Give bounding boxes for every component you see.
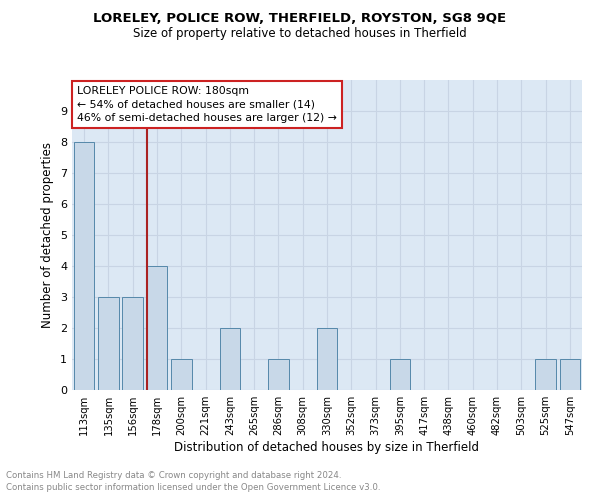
X-axis label: Distribution of detached houses by size in Therfield: Distribution of detached houses by size …	[175, 441, 479, 454]
Bar	[146, 266, 167, 390]
Bar	[122, 297, 143, 390]
Bar	[98, 297, 119, 390]
Bar	[220, 328, 240, 390]
Y-axis label: Number of detached properties: Number of detached properties	[41, 142, 55, 328]
Text: Size of property relative to detached houses in Therfield: Size of property relative to detached ho…	[133, 28, 467, 40]
Bar	[171, 359, 191, 390]
Bar	[74, 142, 94, 390]
Text: Contains public sector information licensed under the Open Government Licence v3: Contains public sector information licen…	[6, 484, 380, 492]
Text: LORELEY, POLICE ROW, THERFIELD, ROYSTON, SG8 9QE: LORELEY, POLICE ROW, THERFIELD, ROYSTON,…	[94, 12, 506, 26]
Bar	[560, 359, 580, 390]
Bar	[317, 328, 337, 390]
Bar	[268, 359, 289, 390]
Bar	[389, 359, 410, 390]
Text: LORELEY POLICE ROW: 180sqm
← 54% of detached houses are smaller (14)
46% of semi: LORELEY POLICE ROW: 180sqm ← 54% of deta…	[77, 86, 337, 122]
Bar	[535, 359, 556, 390]
Text: Contains HM Land Registry data © Crown copyright and database right 2024.: Contains HM Land Registry data © Crown c…	[6, 471, 341, 480]
